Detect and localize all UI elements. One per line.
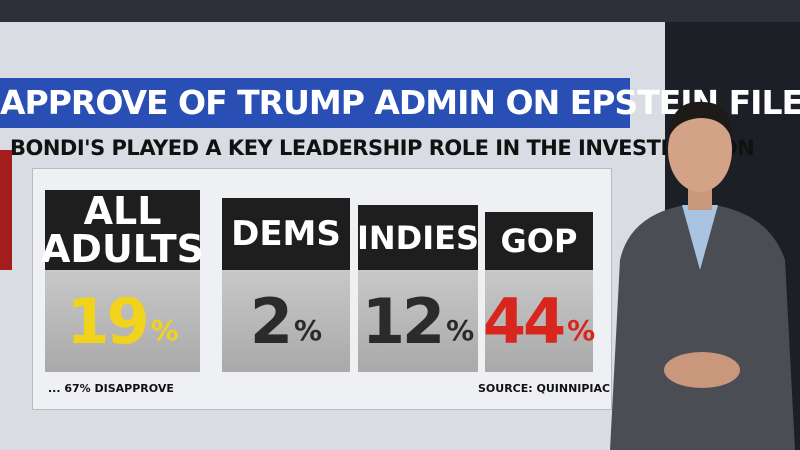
- value-unit: %: [150, 313, 179, 347]
- studio-top: [0, 0, 800, 22]
- hands: [664, 352, 740, 388]
- value-number: 12: [361, 284, 445, 358]
- value-number: 2: [249, 284, 293, 358]
- panel-value: 19%: [45, 270, 200, 372]
- panel-label: GOP: [485, 212, 593, 270]
- value-unit: %: [294, 313, 323, 347]
- value-number: 19: [66, 284, 149, 358]
- title-banner: APPROVE OF TRUMP ADMIN ON EPSTEIN FILES: [0, 78, 800, 128]
- shirt: [682, 205, 718, 270]
- panel-value: 2%: [222, 270, 350, 372]
- panel-label: DEMS: [222, 198, 350, 270]
- panel-value: 44%: [482, 270, 596, 372]
- value-number: 44: [482, 284, 566, 358]
- suit: [610, 205, 795, 450]
- panel-label: INDIES: [357, 205, 479, 270]
- face: [668, 108, 732, 192]
- panel-value: 12%: [358, 270, 478, 372]
- value-unit: %: [446, 313, 475, 347]
- footnote: ... 67% DISAPPROVE: [48, 382, 174, 395]
- value-unit: %: [567, 313, 596, 347]
- source: SOURCE: QUINNIPIAC U: [478, 382, 623, 395]
- subtitle: BONDI'S PLAYED A KEY LEADERSHIP ROLE IN …: [10, 136, 755, 160]
- panel-label: ALL ADULTS: [41, 189, 205, 271]
- presenter: [610, 101, 795, 450]
- side-strip: [0, 150, 12, 270]
- hair: [668, 101, 733, 140]
